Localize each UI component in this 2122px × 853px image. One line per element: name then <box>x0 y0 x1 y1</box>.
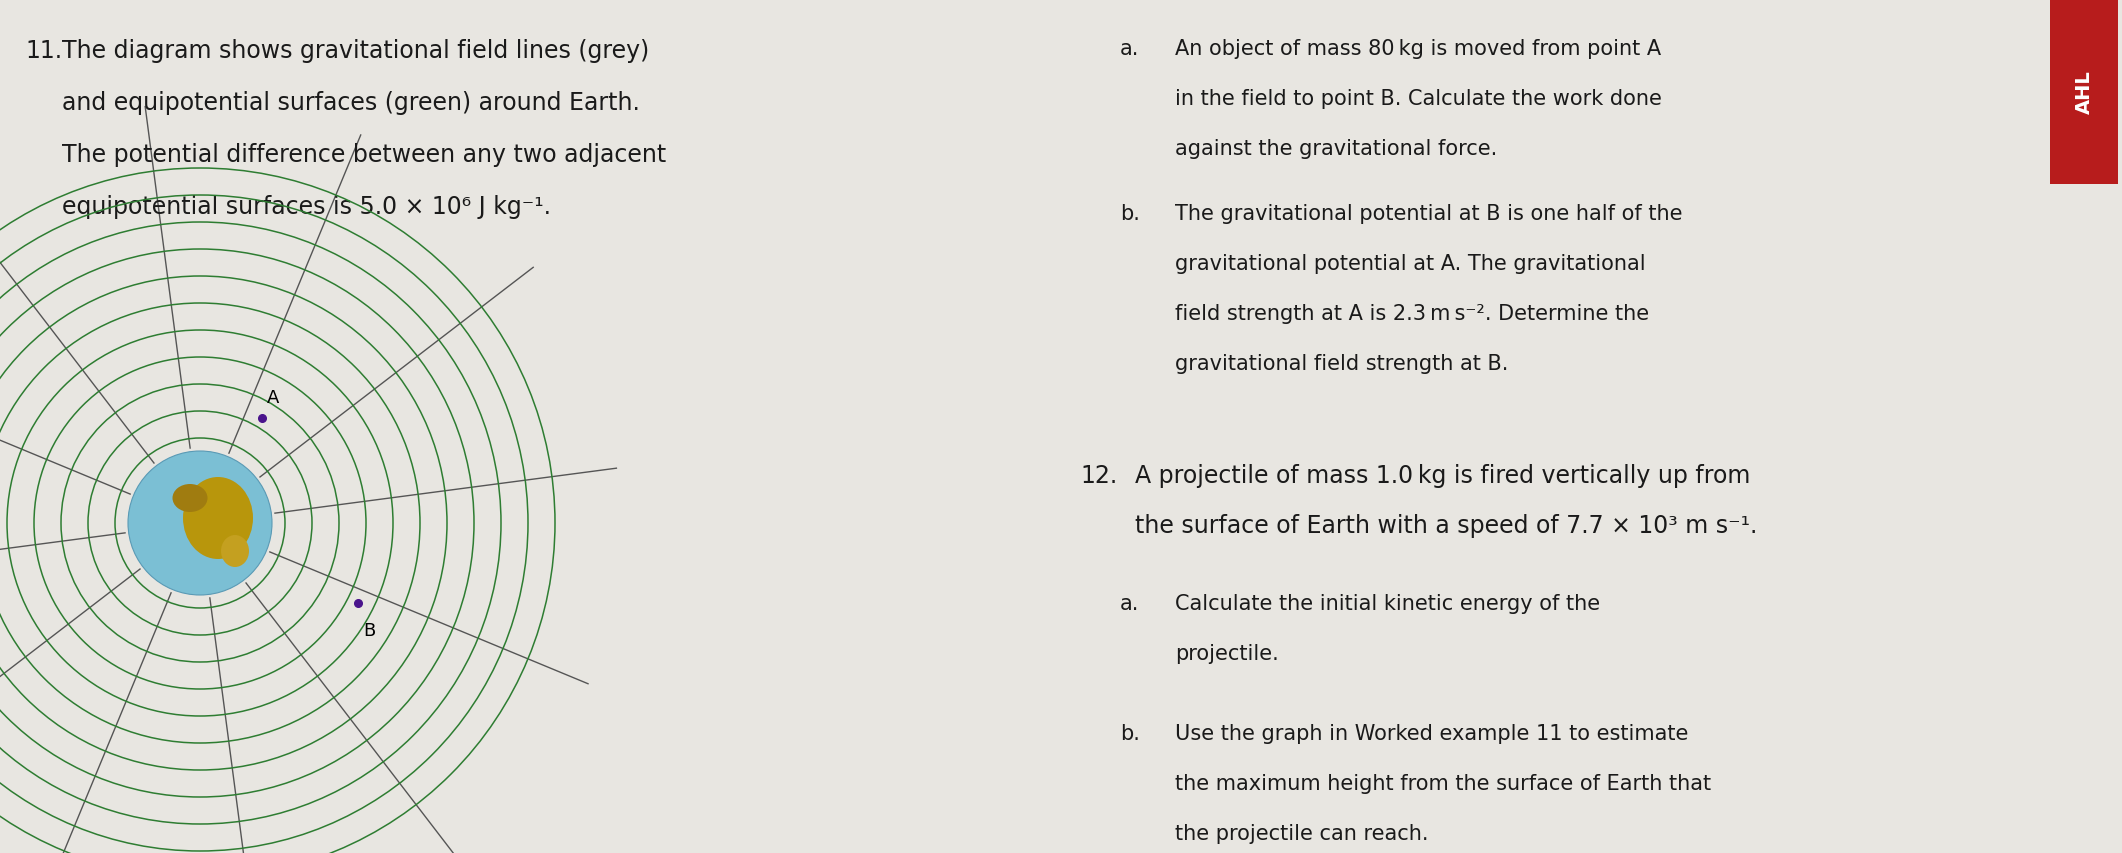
Ellipse shape <box>172 485 208 513</box>
Circle shape <box>127 451 272 595</box>
Text: against the gravitational force.: against the gravitational force. <box>1176 139 1498 159</box>
Text: equipotential surfaces is 5.0 × 10⁶ J kg⁻¹.: equipotential surfaces is 5.0 × 10⁶ J kg… <box>62 194 552 218</box>
Text: A: A <box>267 389 280 407</box>
Text: B: B <box>363 621 376 639</box>
Text: Use the graph in Worked example 11 to estimate: Use the graph in Worked example 11 to es… <box>1176 723 1689 743</box>
Text: Calculate the initial kinetic energy of the: Calculate the initial kinetic energy of … <box>1176 594 1600 613</box>
Text: a.: a. <box>1120 39 1140 59</box>
Text: the surface of Earth with a speed of 7.7 × 10³ m s⁻¹.: the surface of Earth with a speed of 7.7… <box>1135 514 1757 537</box>
Text: 11.: 11. <box>25 39 62 63</box>
Bar <box>2050 0 2118 185</box>
Text: b.: b. <box>1120 723 1140 743</box>
Text: gravitational potential at A. The gravitational: gravitational potential at A. The gravit… <box>1176 253 1647 274</box>
Text: gravitational field strength at B.: gravitational field strength at B. <box>1176 354 1509 374</box>
Text: The diagram shows gravitational field lines (grey): The diagram shows gravitational field li… <box>62 39 649 63</box>
Text: projectile.: projectile. <box>1176 643 1280 664</box>
Text: a.: a. <box>1120 594 1140 613</box>
Ellipse shape <box>221 536 248 567</box>
Text: and equipotential surfaces (green) around Earth.: and equipotential surfaces (green) aroun… <box>62 91 641 115</box>
Text: The potential difference between any two adjacent: The potential difference between any two… <box>62 142 666 167</box>
Ellipse shape <box>182 478 253 560</box>
Text: the maximum height from the surface of Earth that: the maximum height from the surface of E… <box>1176 773 1710 793</box>
Text: AHL: AHL <box>2075 71 2094 114</box>
Text: 12.: 12. <box>1080 463 1118 487</box>
Text: A projectile of mass 1.0 kg is fired vertically up from: A projectile of mass 1.0 kg is fired ver… <box>1135 463 1751 487</box>
Text: in the field to point B. Calculate the work done: in the field to point B. Calculate the w… <box>1176 89 1662 109</box>
Text: The gravitational potential at B is one half of the: The gravitational potential at B is one … <box>1176 204 1683 223</box>
Text: An object of mass 80 kg is moved from point A: An object of mass 80 kg is moved from po… <box>1176 39 1662 59</box>
Text: field strength at A is 2.3 m s⁻². Determine the: field strength at A is 2.3 m s⁻². Determ… <box>1176 304 1649 323</box>
Text: b.: b. <box>1120 204 1140 223</box>
Text: the projectile can reach.: the projectile can reach. <box>1176 823 1428 843</box>
